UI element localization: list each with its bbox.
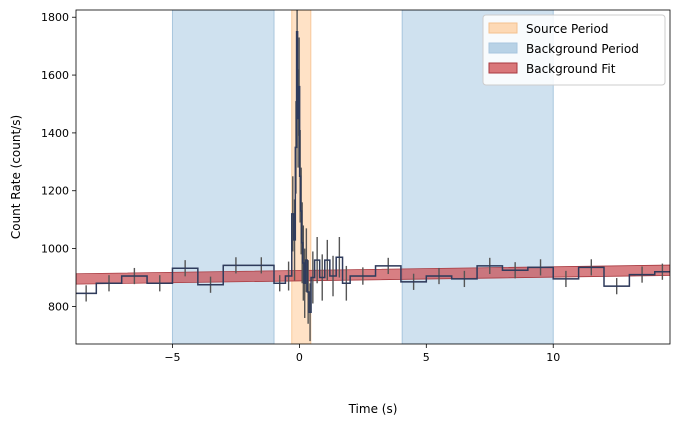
y-tick-label-1600: 1600 <box>41 69 69 82</box>
y-tick-label-1800: 1800 <box>41 11 69 24</box>
background-period-1 <box>171 10 275 344</box>
axis-ticks-layer: −5 0 5 10 800 1000 1200 1400 1600 1800 <box>41 11 560 364</box>
y-tick-label-1200: 1200 <box>41 185 69 198</box>
y-tick-label-800: 800 <box>48 300 69 313</box>
legend: Source Period Background Period Backgrou… <box>482 14 666 86</box>
y-tick-label-1000: 1000 <box>41 243 69 256</box>
y-tick-label-1400: 1400 <box>41 127 69 140</box>
x-tick-label--5: −5 <box>164 351 180 364</box>
x-tick-label-5: 5 <box>423 351 430 364</box>
x-tick-label-0: 0 <box>296 351 303 364</box>
legend-label-source-period: Source Period <box>526 22 608 36</box>
x-axis-label: Time (s) <box>348 402 398 416</box>
legend-swatch-background-period <box>488 42 518 54</box>
x-tick-label-10: 10 <box>546 351 560 364</box>
legend-label-background-fit: Background Fit <box>526 62 616 76</box>
legend-frame <box>482 14 666 86</box>
legend-swatch-background-fit <box>488 62 518 74</box>
legend-label-background-period: Background Period <box>526 42 639 56</box>
lightcurve-step-line <box>76 30 670 313</box>
y-axis-label: Count Rate (count/s) <box>9 115 23 239</box>
lightcurve-layer <box>76 30 670 313</box>
shaded-periods-layer <box>171 10 554 344</box>
plot-frame <box>75 9 671 345</box>
legend-swatch-source-period <box>488 22 518 34</box>
